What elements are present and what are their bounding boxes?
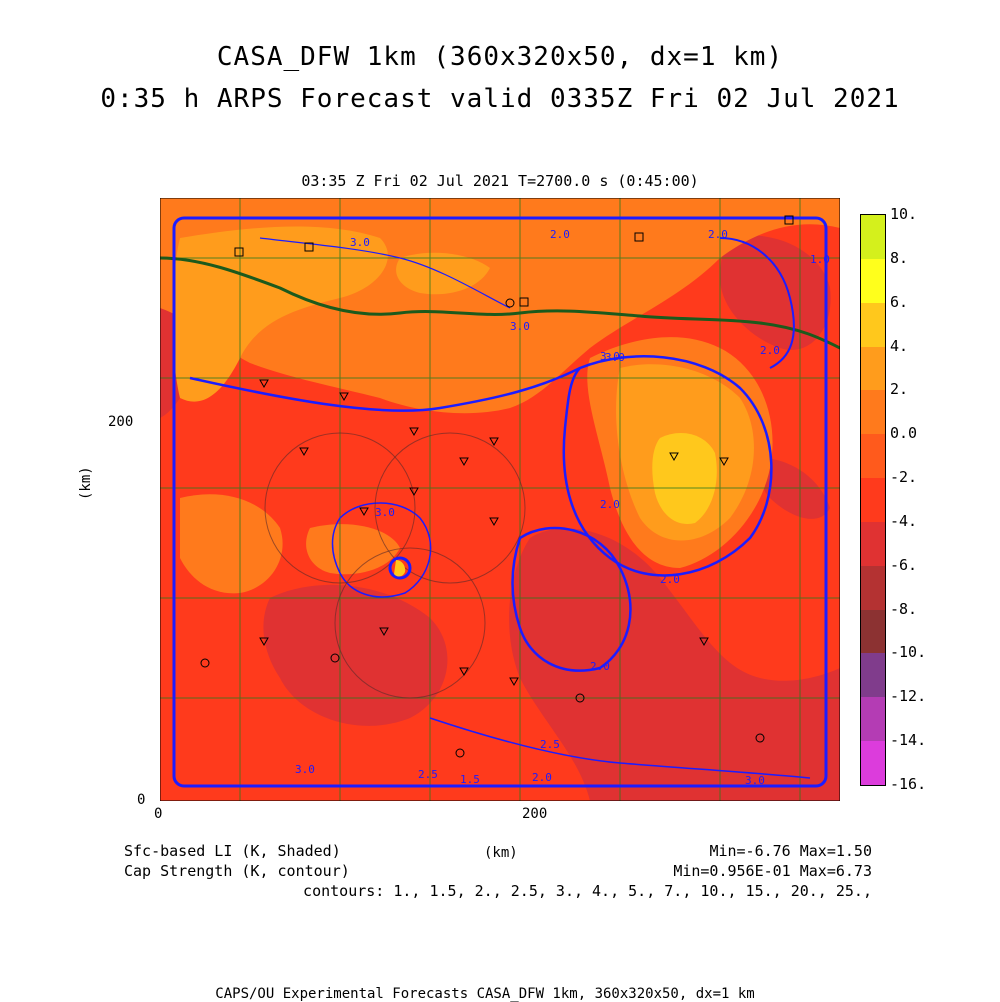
colorbar	[860, 214, 886, 786]
contour-label: 3.0	[510, 320, 530, 333]
y-tick-0: 0	[137, 792, 146, 808]
legend-contour-range: Min=0.956E-01 Max=6.73	[673, 862, 872, 880]
title-line-1: CASA_DFW 1km (360x320x50, dx=1 km)	[216, 42, 784, 72]
colorbar-label: 8.	[890, 248, 909, 267]
colorbar-label: 0.0	[890, 424, 918, 443]
legend-contour: Cap Strength (K, contour)	[124, 862, 350, 880]
contour-label: 1.0	[810, 253, 830, 266]
colorbar-label: 6.	[890, 292, 909, 311]
colorbar-label: -6.	[890, 555, 918, 574]
colorbar-segment	[861, 741, 885, 786]
contour-label: 2.0	[708, 228, 728, 241]
contour-label-group: 3.0 2.0 3.0 3.0 2.0 3.0 2.0 2.0 2.0 2.5 …	[295, 228, 830, 787]
colorbar-segment	[861, 653, 885, 698]
contour-label: 2.0	[532, 771, 552, 784]
colorbar-label: -4.	[890, 511, 918, 530]
legend-units: (km)	[484, 845, 518, 861]
colorbar-label: -2.	[890, 468, 918, 487]
colorbar-label: -16.	[890, 775, 927, 793]
y-tick-200: 200	[108, 414, 134, 430]
li-shade-max	[652, 433, 717, 524]
colorbar-segment	[861, 697, 885, 742]
colorbar-segment	[861, 390, 885, 435]
contour-label: 3.0	[295, 763, 315, 776]
colorbar-segment	[861, 521, 885, 567]
contour-label: 2.0	[660, 573, 680, 586]
station-markers	[200, 215, 794, 758]
x-tick-200: 200	[522, 806, 548, 822]
colorbar-label: 4.	[890, 336, 909, 355]
title-line-2: 0:35 h ARPS Forecast valid 0335Z Fri 02 …	[100, 84, 900, 114]
state-border	[160, 256, 840, 350]
colorbar-segment	[861, 346, 885, 391]
colorbar-segment	[861, 478, 885, 523]
colorbar-label: -10.	[890, 643, 927, 662]
contour-label: 3.0	[375, 506, 395, 519]
contour-label: 2.0	[600, 498, 620, 511]
contour-label: 3.0	[350, 236, 370, 249]
colorbar-label: 2.	[890, 380, 909, 399]
legend-contour-levels: contours: 1., 1.5, 2., 2.5, 3., 4., 5., …	[303, 882, 872, 900]
contour-label: 2.5	[540, 738, 560, 751]
forecast-map: 3.0 2.0 3.0 3.0 2.0 3.0 2.0 2.0 2.0 2.5 …	[160, 198, 840, 801]
colorbar-segment	[861, 609, 885, 654]
storm-core-shade	[394, 560, 406, 577]
contour-label: 3.0	[745, 774, 765, 787]
legend-shaded-range: Min=-6.76 Max=1.50	[709, 842, 872, 860]
colorbar-label: -8.	[890, 599, 918, 618]
cap-contours	[172, 216, 828, 788]
colorbar-segment	[861, 215, 885, 260]
x-tick-0: 0	[154, 806, 163, 822]
contour-label: 3.0	[605, 351, 625, 364]
colorbar-segment	[861, 434, 885, 479]
colorbar-segment	[861, 302, 885, 348]
contour-label: 1.5	[460, 773, 480, 786]
colorbar-segment	[861, 258, 885, 304]
colorbar-label: -14.	[890, 731, 927, 750]
y-axis-label: (km)	[78, 466, 94, 500]
contour-label: 3.0	[600, 350, 620, 363]
footer-credit: CAPS/OU Experimental Forecasts CASA_DFW …	[215, 986, 755, 1002]
colorbar-label: -12.	[890, 687, 927, 706]
contour-label: 2.5	[418, 768, 438, 781]
colorbar-segment	[861, 565, 885, 611]
contour-label: 2.0	[550, 228, 570, 241]
colorbar-label: 10.	[890, 205, 918, 223]
contour-label: 2.0	[760, 344, 780, 357]
plot-time-label: 03:35 Z Fri 02 Jul 2021 T=2700.0 s (0:45…	[301, 172, 699, 190]
legend-shaded: Sfc-based LI (K, Shaded)	[124, 842, 341, 860]
contour-label: 2.0	[590, 660, 610, 673]
